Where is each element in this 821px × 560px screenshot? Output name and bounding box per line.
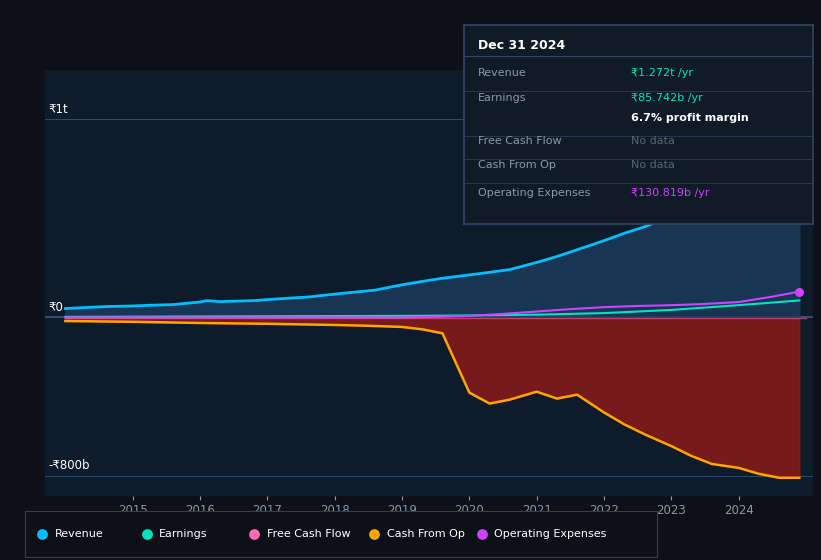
- Text: Dec 31 2024: Dec 31 2024: [478, 39, 565, 52]
- Text: Cash From Op: Cash From Op: [387, 529, 465, 539]
- Point: [368, 530, 381, 539]
- Text: Free Cash Flow: Free Cash Flow: [478, 137, 562, 147]
- Point: [793, 287, 806, 296]
- Text: Operating Expenses: Operating Expenses: [494, 529, 607, 539]
- Text: Revenue: Revenue: [55, 529, 103, 539]
- Text: 6.7% profit margin: 6.7% profit margin: [631, 113, 749, 123]
- Text: Cash From Op: Cash From Op: [478, 160, 556, 170]
- Text: ₹1t: ₹1t: [48, 103, 68, 116]
- Text: Operating Expenses: Operating Expenses: [478, 188, 590, 198]
- Text: Earnings: Earnings: [159, 529, 208, 539]
- Text: -₹800b: -₹800b: [48, 459, 90, 472]
- Point: [475, 530, 488, 539]
- Text: ₹85.742b /yr: ₹85.742b /yr: [631, 93, 703, 103]
- Text: Free Cash Flow: Free Cash Flow: [267, 529, 351, 539]
- Text: ₹0: ₹0: [48, 301, 63, 314]
- Point: [140, 530, 154, 539]
- Text: Revenue: Revenue: [478, 68, 526, 78]
- Text: ₹1.272t /yr: ₹1.272t /yr: [631, 68, 694, 78]
- Text: Earnings: Earnings: [478, 93, 526, 103]
- Text: No data: No data: [631, 137, 675, 147]
- Point: [36, 530, 49, 539]
- Text: No data: No data: [631, 160, 675, 170]
- Point: [248, 530, 261, 539]
- Text: ₹130.819b /yr: ₹130.819b /yr: [631, 188, 710, 198]
- Point: [793, 61, 806, 70]
